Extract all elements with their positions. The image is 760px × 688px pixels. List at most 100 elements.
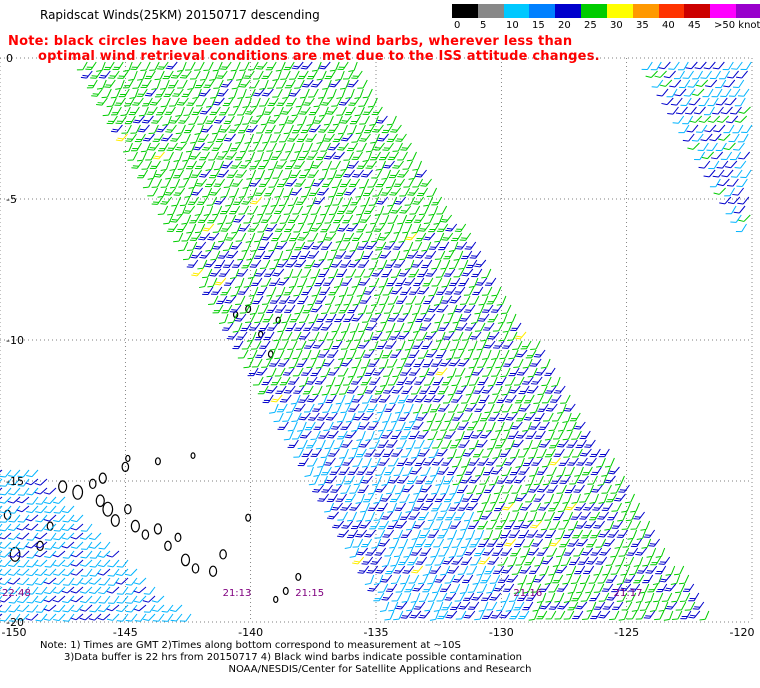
wind-barb (8, 604, 21, 613)
wind-barb (316, 214, 327, 225)
wind-barb (570, 511, 582, 520)
wind-barb (658, 556, 671, 565)
wind-barb (330, 241, 342, 252)
wind-barb (373, 223, 386, 232)
wind-barb (514, 331, 527, 340)
wind-barb (381, 169, 392, 180)
wind-barb (522, 358, 533, 369)
wind-barb (254, 151, 264, 162)
wind-barb (260, 277, 272, 287)
legend-swatch (581, 4, 607, 18)
wind-barb (210, 250, 221, 261)
wind-barb (294, 259, 307, 268)
wind-barb (270, 214, 282, 224)
legend-label: 25 (584, 20, 597, 31)
wind-barb (162, 115, 172, 126)
wind-barb (459, 313, 472, 322)
wind-barb (155, 124, 168, 133)
wind-barb (62, 514, 75, 523)
island-outline (46, 521, 54, 531)
wind-barb (641, 61, 653, 71)
wind-barb (399, 250, 410, 261)
wind-barb (415, 556, 428, 565)
wind-barb (76, 61, 88, 71)
wind-barb (209, 70, 219, 81)
wind-barb (390, 124, 402, 133)
wind-barb (110, 88, 121, 99)
wind-barb (347, 511, 358, 522)
wind-barb (207, 232, 220, 241)
wind-barb (246, 250, 257, 261)
wind-barb (304, 178, 316, 189)
wind-barb (284, 160, 296, 170)
wind-barb (264, 169, 275, 180)
wind-barb (443, 268, 456, 277)
wind-barb (43, 613, 57, 621)
wind-barb (143, 586, 156, 595)
wind-barb (53, 604, 66, 613)
wind-barb (265, 61, 277, 71)
wind-barb (393, 304, 404, 315)
wind-barb (117, 70, 129, 79)
wind-barb (357, 565, 370, 574)
wind-barb (730, 214, 742, 223)
wind-barb (329, 223, 341, 233)
wind-barb (592, 502, 604, 511)
wind-barb (186, 97, 198, 106)
wind-barb (300, 124, 312, 134)
wind-barb (406, 475, 418, 485)
wind-barb (318, 106, 329, 117)
wind-barb (317, 232, 328, 243)
wind-barb (310, 223, 323, 232)
wind-barb (351, 313, 364, 322)
wind-barb (274, 187, 285, 198)
wind-barb (490, 304, 503, 313)
wind-barb (267, 79, 278, 89)
wind-barb (554, 610, 566, 620)
wind-barb (26, 559, 39, 568)
wind-barb (635, 547, 648, 556)
wind-barb (475, 277, 488, 286)
wind-barb (178, 115, 190, 124)
wind-barb (427, 574, 438, 585)
island-outline (245, 304, 252, 314)
wind-barb (359, 133, 371, 142)
wind-barb (278, 115, 289, 126)
wind-barb (735, 223, 747, 233)
wind-barb (573, 484, 585, 493)
wind-barb (589, 511, 600, 521)
wind-barb (106, 97, 117, 108)
wind-barb (297, 457, 309, 467)
wind-barb (334, 250, 347, 259)
wind-barb (683, 88, 696, 97)
wind-barb (365, 547, 378, 556)
wind-barb (241, 196, 254, 205)
wind-barb (730, 169, 743, 178)
wind-barb (86, 79, 98, 89)
wind-barb (282, 88, 292, 99)
wind-barb (359, 439, 371, 448)
wind-barb (265, 205, 277, 215)
wind-barb (141, 97, 153, 107)
wind-barb (125, 595, 138, 604)
wind-barb (272, 169, 283, 179)
wind-barb (323, 133, 335, 142)
wind-barb (213, 178, 225, 187)
wind-barb (276, 178, 289, 188)
wind-barb (204, 259, 217, 268)
wind-barb (653, 592, 664, 603)
wind-barb (323, 115, 334, 126)
wind-barb (148, 124, 159, 135)
wind-barb (186, 223, 197, 234)
wind-barb (344, 187, 356, 196)
wind-barb (202, 286, 214, 296)
wind-barb (194, 61, 205, 71)
wind-barb (189, 214, 201, 224)
wind-barb (107, 577, 120, 586)
wind-barb (363, 187, 375, 197)
legend-color-bar (452, 4, 760, 18)
wind-barb (167, 79, 179, 89)
wind-barb (571, 430, 582, 440)
wind-barb (355, 349, 366, 359)
wind-barb (358, 277, 371, 286)
